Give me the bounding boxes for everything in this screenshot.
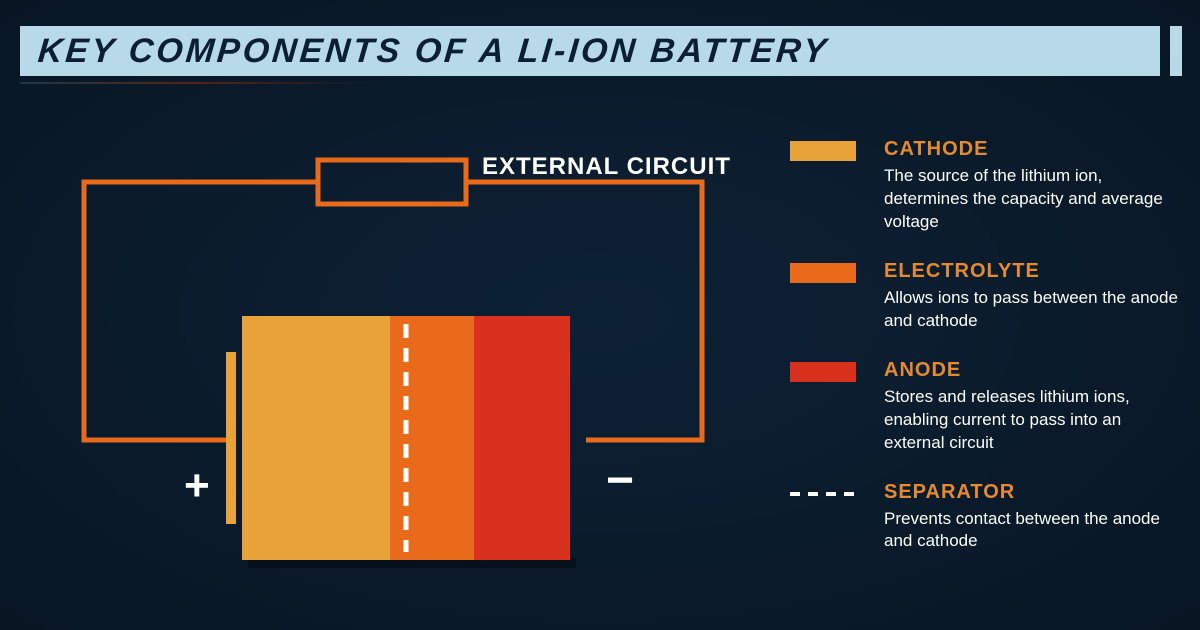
legend-item: ANODE Stores and releases lithium ions, e… <box>790 359 1180 455</box>
title-bar: KEY COMPONENTS OF A LI-ION BATTERY <box>20 26 1160 76</box>
legend-text: ELECTROLYTE Allows ions to pass between t… <box>884 260 1180 333</box>
legend-text: ANODE Stores and releases lithium ions, e… <box>884 359 1180 455</box>
legend-desc: The source of the lithium ion, determine… <box>884 165 1180 234</box>
minus-symbol: − <box>606 454 634 507</box>
legend-text: SEPARATOR Prevents contact between the an… <box>884 481 1180 554</box>
legend-title: SEPARATOR <box>884 481 1180 504</box>
anode-block <box>474 316 570 560</box>
legend-title: ANODE <box>884 359 1180 382</box>
legend-swatch <box>790 141 856 161</box>
title-underline <box>20 82 370 84</box>
legend-item: SEPARATOR Prevents contact between the an… <box>790 481 1180 554</box>
legend-desc: Stores and releases lithium ions, enabli… <box>884 386 1180 455</box>
battery-diagram: + − EXTERNAL CIRCUIT <box>30 120 750 600</box>
positive-terminal <box>226 352 236 524</box>
legend-desc: Allows ions to pass between the anode an… <box>884 287 1180 333</box>
legend-title: ELECTROLYTE <box>884 260 1180 283</box>
external-circuit-box <box>318 160 466 204</box>
legend-swatch <box>790 484 856 504</box>
legend: CATHODE The source of the lithium ion, de… <box>790 138 1180 579</box>
electrolyte-block <box>390 316 474 560</box>
legend-swatch <box>790 362 856 382</box>
legend-swatch <box>790 263 856 283</box>
plus-symbol: + <box>184 461 210 510</box>
legend-title: CATHODE <box>884 138 1180 161</box>
external-circuit-label: EXTERNAL CIRCUIT <box>482 153 731 180</box>
legend-desc: Prevents contact between the anode and c… <box>884 508 1180 554</box>
title-bar-accent <box>1170 26 1182 76</box>
diagram-svg: + − EXTERNAL CIRCUIT <box>30 120 750 600</box>
legend-item: ELECTROLYTE Allows ions to pass between t… <box>790 260 1180 333</box>
legend-text: CATHODE The source of the lithium ion, de… <box>884 138 1180 234</box>
page-title: KEY COMPONENTS OF A LI-ION BATTERY <box>36 32 830 71</box>
legend-item: CATHODE The source of the lithium ion, de… <box>790 138 1180 234</box>
cathode-block <box>242 316 390 560</box>
